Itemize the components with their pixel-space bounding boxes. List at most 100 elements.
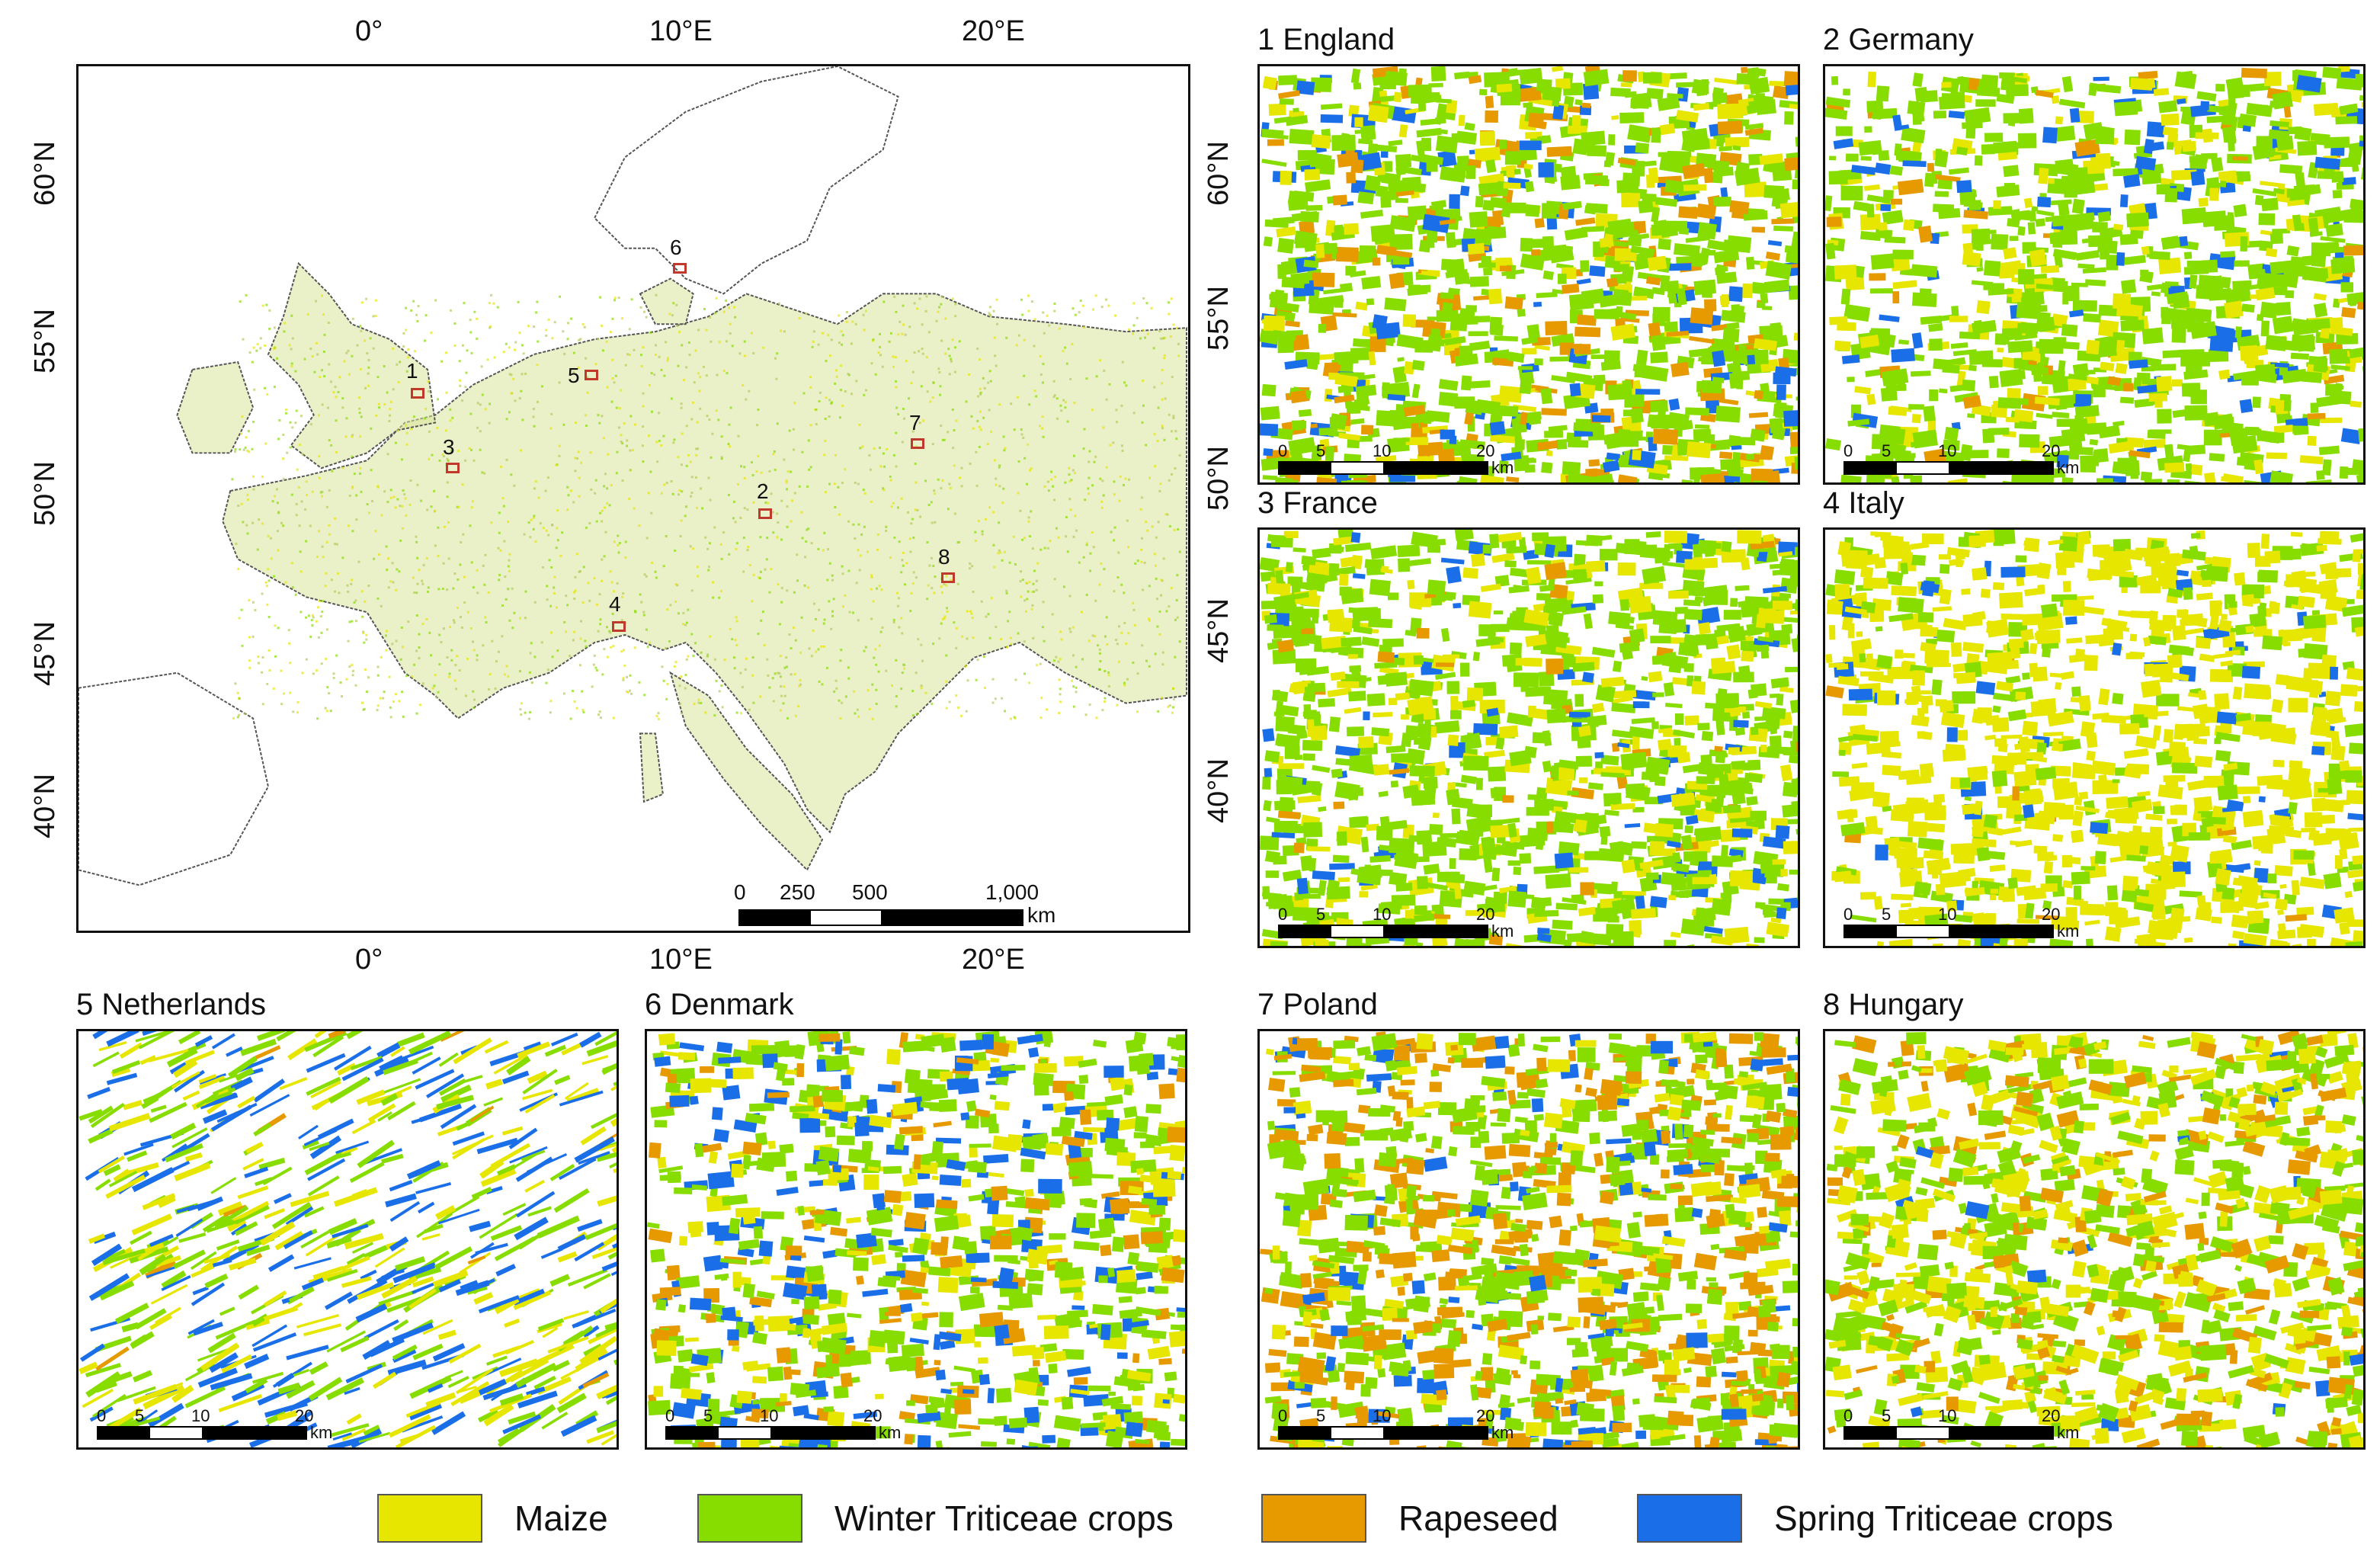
scale-number: 10 <box>191 1406 210 1425</box>
crop-field-mosaic <box>1825 530 2363 946</box>
lat-label-left: 60°N <box>29 141 61 206</box>
landmass <box>267 261 437 470</box>
lat-label-right: 60°N <box>1203 141 1235 206</box>
scale-number: 20 <box>1476 441 1495 460</box>
scale-number: 10 <box>1938 441 1957 460</box>
inset-title: 3 France <box>1257 486 1378 520</box>
inset-scalebar: 0 5 10 20 km <box>1834 903 2080 944</box>
landmass <box>669 671 824 872</box>
lat-label-left: 45°N <box>29 621 61 686</box>
scale-number: 10 <box>1373 905 1392 924</box>
scale-number: 10 <box>760 1406 779 1425</box>
legend-label: Rapeseed <box>1398 1498 1558 1538</box>
legend-swatch <box>1261 1494 1366 1543</box>
crop-field-mosaic <box>647 1031 1185 1447</box>
crop-field-mosaic <box>1260 66 1798 482</box>
legend-item: Rapeseed <box>1261 1494 1558 1543</box>
scale-unit: km <box>1491 458 1514 477</box>
inset-scalebar: 0 5 10 20 km <box>1834 1405 2080 1446</box>
scale-unit: km <box>1491 921 1514 941</box>
lon-label-top: 20°E <box>962 15 1025 47</box>
scale-number: 500 <box>852 880 888 904</box>
scale-number: 20 <box>295 1406 314 1425</box>
inset-scalebar: 0 5 10 20 km <box>1269 903 1514 944</box>
legend-swatch <box>697 1494 802 1543</box>
legend-item: Spring Triticeae crops <box>1637 1494 2113 1543</box>
scale-bar-graphic <box>1278 925 1488 938</box>
main-scalebar: 0 250 500 1,000 km <box>734 880 1062 927</box>
europe-overview-map: 1 2 3 4 5 6 7 8 0 250 500 1,000 km <box>76 64 1190 933</box>
site-marker-box <box>941 572 955 583</box>
crop-field-mosaic <box>1825 66 2363 482</box>
scale-number: 0 <box>665 1406 675 1425</box>
scale-unit: km <box>879 1423 902 1442</box>
inset-scalebar: 0 5 10 20 km <box>1269 1405 1514 1446</box>
inset-title: 4 Italy <box>1823 486 1904 520</box>
inset-scalebar: 0 5 10 20 km <box>656 1405 902 1446</box>
inset-map: 0 5 10 20 km <box>1257 527 1800 948</box>
scale-bar-graphic <box>97 1426 307 1440</box>
scale-unit: km <box>2057 921 2080 941</box>
scale-bar-graphic <box>1843 925 2054 938</box>
site-marker-box <box>673 263 687 274</box>
scale-number: 0 <box>734 880 746 904</box>
site-marker-number: 4 <box>609 592 621 616</box>
scale-number: 5 <box>1316 441 1326 460</box>
inset-title: 6 Denmark <box>645 988 794 1021</box>
scale-number: 20 <box>2042 1406 2061 1425</box>
legend-item: Maize <box>377 1494 608 1543</box>
site-marker-box <box>911 438 924 449</box>
inset-map: 0 5 10 20 km <box>1257 64 1800 485</box>
inset-map: 0 5 10 20 km <box>645 1029 1187 1450</box>
lon-label-bottom: 0° <box>355 944 383 976</box>
landmass <box>639 732 664 803</box>
crop-field-mosaic <box>1260 530 1798 946</box>
scale-number: 10 <box>1938 1406 1957 1425</box>
inset-title: 8 Hungary <box>1823 988 1964 1021</box>
site-marker-box <box>411 388 424 399</box>
site-marker-number: 2 <box>757 479 769 503</box>
scale-number: 5 <box>1882 905 1892 924</box>
crop-field-mosaic <box>1825 1031 2363 1447</box>
scale-number: 5 <box>1316 1406 1326 1425</box>
site-marker-number: 5 <box>568 364 580 387</box>
scale-bar-graphic <box>738 909 1023 926</box>
landmass <box>639 277 694 325</box>
legend-item: Winter Triticeae crops <box>697 1494 1174 1543</box>
landmass <box>593 66 899 295</box>
inset-title: 2 Germany <box>1823 23 1974 56</box>
scale-number: 20 <box>863 1406 882 1425</box>
lat-label-right: 45°N <box>1203 598 1235 663</box>
lat-label-right: 50°N <box>1203 446 1235 511</box>
scale-unit: km <box>1491 1423 1514 1442</box>
scale-number: 0 <box>1278 441 1288 460</box>
site-marker-box <box>446 463 460 473</box>
legend-swatch <box>1637 1494 1742 1543</box>
landmass <box>78 671 270 886</box>
crop-field-mosaic <box>1260 1031 1798 1447</box>
scale-number: 20 <box>2042 905 2061 924</box>
scale-bar-graphic <box>1843 1426 2054 1440</box>
lon-label-top: 10°E <box>649 15 713 47</box>
inset-map: 0 5 10 20 km <box>1823 64 2366 485</box>
site-marker-number: 1 <box>406 359 418 383</box>
scale-unit: km <box>2057 458 2080 477</box>
scale-number: 5 <box>1882 441 1892 460</box>
lon-label-bottom: 20°E <box>962 944 1025 976</box>
scale-number: 5 <box>1882 1406 1892 1425</box>
scale-number: 20 <box>1476 905 1495 924</box>
scale-number: 10 <box>1373 1406 1392 1425</box>
site-marker-number: 7 <box>909 411 921 434</box>
scale-number: 20 <box>1476 1406 1495 1425</box>
scale-number: 20 <box>2042 441 2061 460</box>
scale-number: 5 <box>1316 905 1326 924</box>
inset-map: 0 5 10 20 km <box>1257 1029 1800 1450</box>
inset-scalebar: 0 5 10 20 km <box>1269 440 1514 481</box>
site-marker-number: 8 <box>938 545 950 569</box>
scale-number: 0 <box>97 1406 107 1425</box>
inset-map: 0 5 10 20 km <box>1823 527 2366 948</box>
scale-number: 0 <box>1843 1406 1853 1425</box>
scale-unit: km <box>2057 1423 2080 1442</box>
site-marker-box <box>612 621 626 632</box>
crop-field-mosaic <box>78 1031 617 1447</box>
